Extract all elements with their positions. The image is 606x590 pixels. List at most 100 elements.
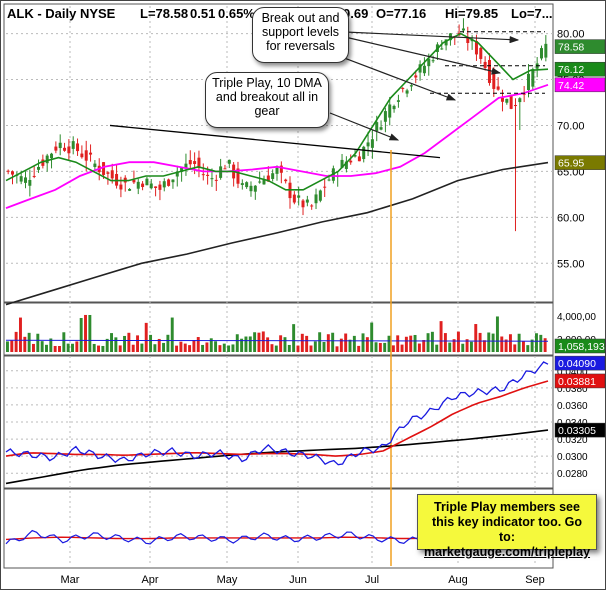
volume-bar — [383, 342, 387, 352]
volume-bar — [292, 324, 296, 352]
level-label-last: 78.58 — [558, 42, 584, 54]
candle-body — [275, 167, 279, 174]
volume-bar — [504, 339, 508, 352]
volume-bar — [231, 344, 235, 352]
volume-bar — [409, 335, 413, 352]
candle-body — [145, 178, 149, 186]
header-low: Lo=7... — [511, 6, 553, 21]
rs-tick-label: 0.0400 — [557, 367, 588, 378]
volume-bar — [283, 337, 287, 352]
promo-link[interactable]: marketgauge.com/tripleplay — [424, 545, 591, 559]
candle-body — [245, 182, 249, 188]
candle-body — [80, 153, 84, 158]
level-label-volume-bg — [554, 338, 606, 354]
month-label: Aug — [448, 574, 468, 586]
volume-bar — [188, 345, 192, 352]
candle-body — [310, 205, 314, 207]
candle-body — [340, 159, 344, 168]
volume-bar — [443, 333, 447, 352]
volume-bar — [452, 339, 456, 352]
volume-bar — [153, 344, 157, 352]
candle-body — [19, 176, 23, 182]
volume-bar — [482, 340, 486, 352]
price-tick-label: 70.00 — [557, 120, 585, 132]
candle-body — [93, 163, 97, 167]
volume-bar — [521, 341, 525, 352]
volume-bar — [495, 316, 499, 352]
month-label: Apr — [141, 574, 158, 586]
candle-body — [409, 85, 413, 87]
volume-bar — [23, 336, 27, 352]
volume-bar — [474, 324, 478, 352]
volume-bar — [179, 341, 183, 352]
candle-body — [375, 122, 379, 132]
candle-body — [24, 177, 28, 183]
month-axis: Mar Apr May Jun Jul Aug Sep — [61, 574, 545, 586]
candle-body — [427, 58, 431, 67]
volume-bar — [261, 331, 265, 352]
candle-body — [197, 157, 201, 169]
month-label: May — [217, 574, 238, 586]
candle-body — [84, 150, 88, 161]
candle-body — [167, 179, 171, 186]
candle-body — [405, 90, 409, 94]
level-label-rs-bg — [554, 355, 606, 371]
candle-body — [279, 165, 283, 173]
volume-bar — [235, 334, 239, 352]
volume-bar — [374, 342, 378, 352]
volume-bar — [352, 335, 356, 352]
volume-bar — [170, 317, 174, 352]
volume-bar — [192, 340, 196, 352]
volume-bar — [118, 345, 122, 352]
month-label: Jul — [365, 574, 379, 586]
volume-bar — [365, 337, 369, 352]
volume-bar — [326, 334, 330, 352]
header-last: L=78.58 — [140, 6, 188, 21]
volume-bar — [322, 342, 326, 352]
candle-body — [136, 181, 140, 189]
volume-bar — [49, 338, 53, 352]
volume-bar — [400, 344, 404, 352]
candle-body — [258, 181, 262, 183]
volume-bar — [270, 344, 274, 352]
rs-tick-label: 0.0320 — [557, 435, 588, 446]
volume-bar — [209, 338, 213, 352]
candle-body — [301, 200, 305, 208]
volume-bar — [222, 343, 226, 352]
volume-bar — [526, 345, 530, 352]
candle-body — [392, 105, 396, 110]
candle-body — [32, 175, 36, 177]
candle-body — [37, 166, 41, 170]
level-label-rs: 0.04090 — [558, 358, 596, 370]
level-label-ma200-bg — [554, 155, 606, 170]
candle-body — [236, 168, 240, 184]
volume-bar — [266, 337, 270, 352]
volume-bar — [309, 345, 313, 352]
candle-body — [474, 41, 478, 55]
volume-bar — [244, 336, 248, 352]
candle-body — [206, 174, 210, 176]
volume-bar — [253, 332, 257, 352]
candle-body — [314, 194, 318, 204]
candle-body — [487, 60, 491, 83]
candle-body — [500, 97, 504, 102]
candle-body — [201, 174, 205, 176]
volume-bar — [131, 344, 135, 352]
candle-body — [305, 199, 309, 203]
candle-body — [41, 159, 45, 166]
level-label-rs-fast-bg — [554, 373, 606, 389]
candle-body — [379, 127, 383, 130]
month-label: Jun — [289, 574, 307, 586]
candle-body — [223, 168, 227, 170]
candle-body — [171, 179, 175, 183]
level-label-ma10: 76.12 — [558, 64, 584, 76]
level-label-ma50-bg — [554, 77, 606, 93]
volume-bar — [331, 332, 335, 352]
volume-bar — [227, 345, 231, 352]
candle-body — [539, 48, 543, 59]
volume-bar — [75, 341, 79, 352]
volume-bar — [166, 334, 170, 352]
candle-body — [522, 93, 526, 95]
volume-bar — [183, 343, 187, 352]
